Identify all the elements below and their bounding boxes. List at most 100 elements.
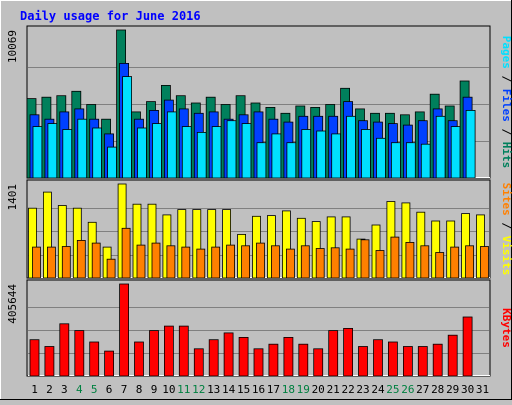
series-legend: Sites / Visits [500,183,512,276]
day-label-29: 29 [446,383,459,396]
bar-pages-day-22 [346,115,357,179]
bar-sites-day-13 [211,246,221,279]
bar-sites-day-15 [241,245,251,279]
day-label-25: 25 [386,383,399,396]
bar-sites-day-17 [270,245,280,279]
bar-kbytes-day-21 [328,330,339,377]
day-label-17: 17 [267,383,280,396]
bar-pages-day-24 [376,137,386,179]
y-max-label: 1401 [6,184,19,211]
bar-pages-day-16 [256,142,267,179]
bar-kbytes-day-11 [178,325,189,377]
bar-pages-day-3 [62,129,73,179]
bar-sites-day-9 [151,242,161,279]
bar-sites-day-22 [345,248,355,279]
bar-sites-day-7 [121,227,131,279]
bar-pages-day-29 [450,126,461,179]
bar-kbytes-day-1 [29,339,40,377]
bar-pages-day-1 [32,126,43,179]
bar-sites-day-3 [61,246,71,279]
series-legend: KBytes [500,308,512,348]
y-max-label: 405644 [6,284,19,324]
bar-pages-day-11 [181,126,192,179]
bar-pages-day-8 [137,127,147,179]
bar-pages-day-17 [271,133,282,179]
bar-kbytes-day-29 [447,334,458,377]
day-label-7: 7 [121,383,128,396]
bar-sites-day-16 [256,242,265,279]
day-label-2: 2 [46,383,53,396]
day-label-18: 18 [282,383,295,396]
bar-pages-day-21 [331,133,342,179]
bar-pages-day-23 [361,129,371,179]
panel-visits-sites: 1401 Sites / Visits [6,179,512,279]
bar-kbytes-day-30 [462,316,473,377]
bar-pages-day-27 [420,143,431,179]
bar-kbytes-day-13 [208,339,219,377]
bar-sites-day-10 [166,245,176,279]
bar-pages-day-14 [226,120,237,179]
bar-sites-day-14 [226,244,236,279]
bar-pages-day-4 [77,118,88,179]
day-label-9: 9 [151,383,158,396]
legend-separator: / [500,122,512,142]
bar-pages-day-25 [390,142,401,179]
bar-kbytes-day-20 [313,348,324,377]
day-label-26: 26 [401,383,414,396]
bar-kbytes-day-28 [432,343,443,377]
bar-sites-day-11 [181,246,191,279]
day-label-12: 12 [192,383,205,396]
day-label-10: 10 [162,383,175,396]
bar-kbytes-day-10 [163,325,174,377]
day-label-27: 27 [416,383,429,396]
day-label-24: 24 [371,383,385,396]
bar-sites-day-2 [47,246,56,279]
bar-kbytes-day-4 [74,330,85,377]
y-max-label: 10069 [6,30,19,63]
bar-kbytes-day-8 [134,341,144,377]
legend-separator: / [500,69,512,89]
bar-kbytes-day-6 [104,350,114,377]
bar-sites-day-6 [106,258,116,279]
bar-kbytes-day-3 [59,323,70,377]
bar-pages-day-7 [122,76,132,179]
bar-sites-day-31 [480,246,489,279]
series-legend: Pages / Files / Hits [500,36,512,169]
day-label-16: 16 [252,383,265,396]
legend-sites: Sites [500,183,512,216]
day-label-20: 20 [312,383,325,396]
bar-kbytes-day-24 [373,339,383,377]
bar-sites-day-28 [435,252,445,279]
bar-kbytes-day-27 [417,346,428,377]
bar-kbytes-day-14 [223,332,234,377]
day-label-28: 28 [431,383,444,396]
bar-kbytes-day-12 [193,348,204,377]
bar-kbytes-day-16 [253,348,264,377]
legend-kbytes: KBytes [500,308,512,348]
bar-sites-day-4 [76,239,86,279]
day-label-3: 3 [61,383,68,396]
bar-kbytes-day-15 [238,336,249,377]
bar-kbytes-day-23 [358,346,368,377]
day-label-8: 8 [136,383,143,396]
bar-sites-day-18 [285,248,295,279]
bar-pages-day-13 [211,126,222,179]
bar-pages-day-12 [196,131,207,179]
bar-pages-day-28 [435,115,446,179]
legend-files: Files [500,89,512,122]
day-label-22: 22 [341,383,354,396]
bar-kbytes-day-25 [387,341,398,377]
bar-pages-day-26 [405,142,416,179]
day-label-21: 21 [327,383,340,396]
bar-pages-day-9 [152,123,162,179]
day-label-11: 11 [177,383,190,396]
bar-sites-day-12 [196,248,206,279]
legend-separator: / [500,216,512,236]
day-label-14: 14 [222,383,236,396]
bar-kbytes-day-9 [149,330,159,377]
bar-pages-day-15 [241,123,252,179]
bar-kbytes-day-26 [402,346,413,377]
bar-kbytes-day-18 [283,336,294,377]
bar-pages-day-5 [92,127,103,179]
